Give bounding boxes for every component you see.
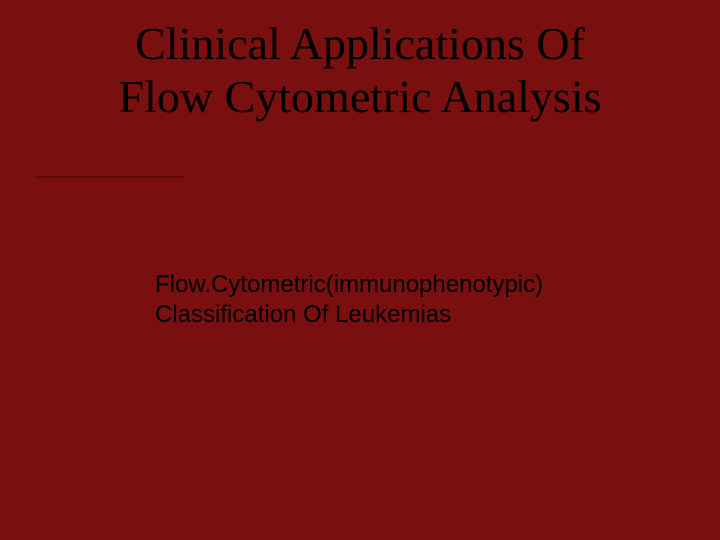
subtitle-line-2: Classification Of Leukemias [155, 301, 451, 328]
slide-title: Clinical Applications Of Flow Cytometric… [70, 18, 650, 124]
slide-subtitle: Flow.Cytometric(immunophenotypic) Classi… [155, 270, 655, 330]
title-line-1: Clinical Applications Of [135, 18, 585, 69]
subtitle-line-1: Flow.Cytometric(immunophenotypic) [155, 271, 543, 298]
slide: Clinical Applications Of Flow Cytometric… [0, 0, 720, 540]
title-line-2: Flow Cytometric Analysis [119, 71, 602, 122]
horizontal-rule [34, 176, 184, 178]
